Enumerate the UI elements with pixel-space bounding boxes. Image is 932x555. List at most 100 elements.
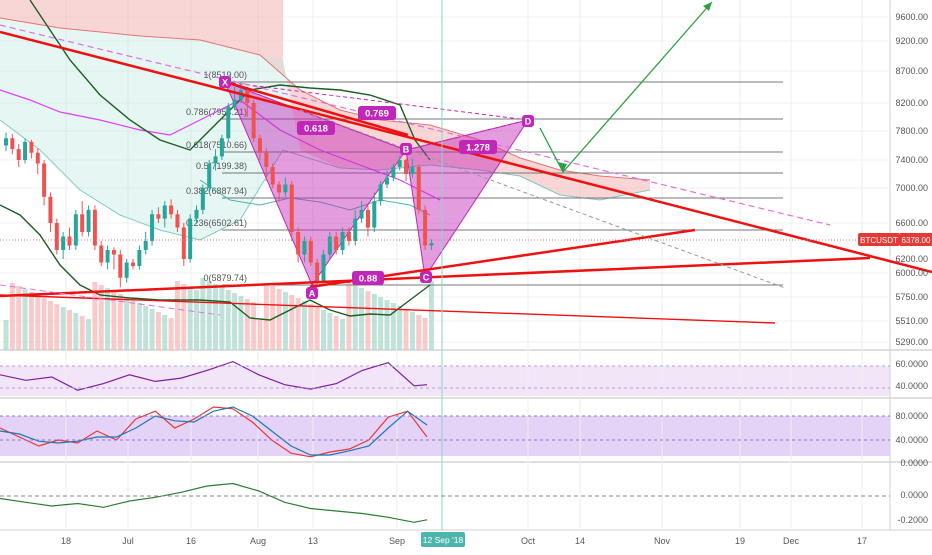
candle-body xyxy=(150,214,155,241)
pattern-labels: X A B C D 0.618 0.769 1.278 0.88 xyxy=(219,76,534,299)
ratio-badge xyxy=(297,121,335,135)
pattern-xb xyxy=(224,81,407,151)
volume-bar xyxy=(327,313,333,350)
candle-body xyxy=(308,241,313,263)
time-axis: 18 Jul 16 Aug 13 Sep Oct 14 Nov 19 Dec 17 12 Sep '18 xyxy=(61,532,867,547)
price-tick-label: 8200.00 xyxy=(895,98,928,108)
trendline-dashed-magenta xyxy=(0,24,831,226)
price-tick-label: 8700.00 xyxy=(895,66,928,76)
time-tick-label: Sep xyxy=(389,536,405,546)
pattern-point-badge xyxy=(420,271,432,283)
volume-bar xyxy=(301,301,307,350)
volume-bar xyxy=(130,300,136,350)
trendline-support xyxy=(0,256,871,298)
volume-bar xyxy=(232,293,238,350)
price-tick-label: 9600.00 xyxy=(895,12,928,22)
candle-body xyxy=(162,205,167,219)
candle-body xyxy=(251,103,256,139)
candle-body xyxy=(131,262,135,266)
candle-body xyxy=(213,156,218,164)
candle-body xyxy=(372,201,377,228)
candle-body xyxy=(334,236,339,250)
volume-bar xyxy=(79,316,85,350)
volume-bar xyxy=(181,284,187,350)
volume-bar xyxy=(98,285,104,350)
volume-bar xyxy=(244,299,250,350)
pattern-point-label: A xyxy=(309,289,316,299)
candle-body xyxy=(137,250,142,266)
price-tick-label: 7800.00 xyxy=(895,126,928,136)
candle-body xyxy=(397,160,402,167)
macd-line xyxy=(0,482,428,523)
candle-body xyxy=(283,184,288,193)
candle-body xyxy=(410,167,415,174)
price-tick-label: 7000.00 xyxy=(895,183,928,193)
pattern-point-label: C xyxy=(423,273,430,283)
volume-bar xyxy=(92,282,98,350)
volume-bar xyxy=(28,292,34,350)
price-tick-label: 9200.00 xyxy=(895,36,928,46)
candle-body xyxy=(416,167,421,210)
cloud-edge-b xyxy=(0,119,651,241)
volume-bar xyxy=(73,313,79,350)
time-tick-label: Aug xyxy=(250,536,266,546)
candle-body xyxy=(207,163,212,188)
pattern-point-badge xyxy=(306,287,318,299)
volume-bar xyxy=(3,320,9,350)
candle-body xyxy=(429,242,434,246)
candle-body xyxy=(321,254,326,283)
volume-bar xyxy=(333,316,339,350)
indicator-panes xyxy=(0,360,890,523)
price-tick-label: 6600.00 xyxy=(895,218,928,228)
trendline-dashed-grey xyxy=(299,109,786,289)
volume-bar xyxy=(22,289,28,350)
volume-bar xyxy=(41,298,47,350)
volume-bar xyxy=(340,319,346,350)
candle-body xyxy=(385,177,389,185)
projection-arrows xyxy=(539,1,713,174)
volume-bar xyxy=(371,294,377,350)
pattern-point-label: X xyxy=(222,78,228,88)
volume-bar xyxy=(206,281,212,350)
candle-body xyxy=(16,149,21,160)
price-tick-label: 5510.00 xyxy=(895,316,928,326)
volume-bar xyxy=(117,294,123,350)
volume-bar xyxy=(295,298,301,350)
ratio-badge xyxy=(358,106,396,120)
current-price-badge xyxy=(900,233,932,246)
fib-label: 0.5(7199.38) xyxy=(196,161,247,171)
candle-body xyxy=(175,214,180,228)
candles xyxy=(4,82,434,288)
volume-bar xyxy=(409,312,415,350)
candle-body xyxy=(99,245,104,263)
candle-body xyxy=(194,209,199,219)
arrowhead-down xyxy=(558,162,567,172)
candle-body xyxy=(118,254,123,278)
pattern-xd xyxy=(224,81,529,121)
volume-bar xyxy=(238,296,244,350)
volume-bar xyxy=(60,307,66,350)
time-tick-label: 19 xyxy=(735,536,745,546)
volume-bar xyxy=(365,291,371,350)
time-tick-label: Oct xyxy=(521,536,536,546)
ratio-label: 0.769 xyxy=(365,109,389,120)
candle-body xyxy=(86,209,91,232)
volume-bar xyxy=(35,295,41,350)
volume-bar xyxy=(416,315,422,350)
candle-body xyxy=(48,196,53,223)
candle-body xyxy=(92,209,97,246)
time-tick-label: 13 xyxy=(308,536,318,546)
volume-bar xyxy=(384,300,390,350)
candle-body xyxy=(124,262,129,278)
volume-bar xyxy=(124,297,130,350)
volume-bar xyxy=(359,288,365,350)
candle-body xyxy=(67,236,72,246)
candle-body xyxy=(188,218,193,259)
ratio-badge xyxy=(352,271,384,285)
pattern-point-badge xyxy=(522,115,534,127)
fib-label: 0.236(6502.61) xyxy=(186,218,247,228)
volume-bar xyxy=(397,306,403,350)
volume-bar xyxy=(194,290,199,350)
